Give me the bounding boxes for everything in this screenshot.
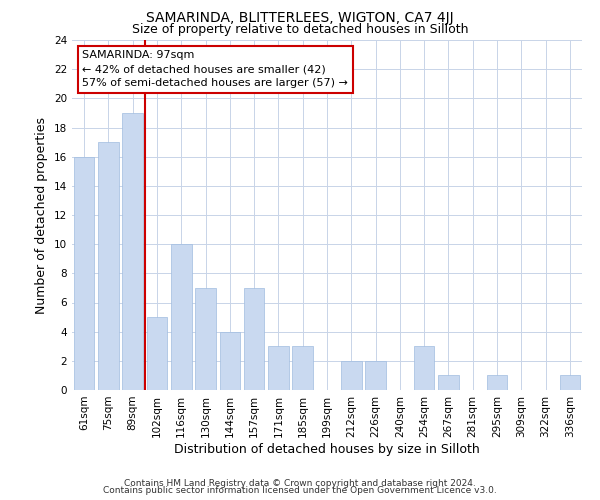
- Text: Size of property relative to detached houses in Silloth: Size of property relative to detached ho…: [132, 22, 468, 36]
- Bar: [220, 332, 240, 390]
- Bar: [171, 244, 191, 390]
- Bar: [487, 376, 508, 390]
- Y-axis label: Number of detached properties: Number of detached properties: [35, 116, 49, 314]
- Bar: [292, 346, 313, 390]
- Bar: [341, 361, 362, 390]
- Bar: [122, 113, 143, 390]
- Bar: [98, 142, 119, 390]
- Bar: [438, 376, 459, 390]
- Text: Contains public sector information licensed under the Open Government Licence v3: Contains public sector information licen…: [103, 486, 497, 495]
- Bar: [74, 156, 94, 390]
- Bar: [560, 376, 580, 390]
- Bar: [146, 317, 167, 390]
- Bar: [268, 346, 289, 390]
- Bar: [195, 288, 216, 390]
- Bar: [414, 346, 434, 390]
- Text: SAMARINDA: 97sqm
← 42% of detached houses are smaller (42)
57% of semi-detached : SAMARINDA: 97sqm ← 42% of detached house…: [82, 50, 348, 88]
- Bar: [244, 288, 265, 390]
- X-axis label: Distribution of detached houses by size in Silloth: Distribution of detached houses by size …: [174, 442, 480, 456]
- Text: SAMARINDA, BLITTERLEES, WIGTON, CA7 4JJ: SAMARINDA, BLITTERLEES, WIGTON, CA7 4JJ: [146, 11, 454, 25]
- Text: Contains HM Land Registry data © Crown copyright and database right 2024.: Contains HM Land Registry data © Crown c…: [124, 478, 476, 488]
- Bar: [365, 361, 386, 390]
